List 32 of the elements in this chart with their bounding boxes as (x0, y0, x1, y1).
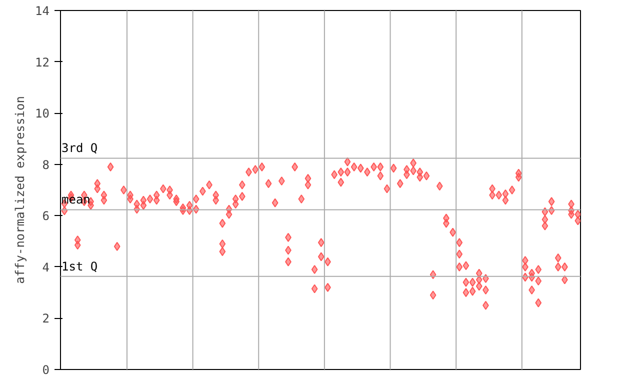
y-tick-label: 10 (35, 106, 50, 121)
point (318, 252, 324, 262)
point (338, 178, 344, 187)
point (311, 284, 318, 294)
ref-line-label: 3rd Q (62, 141, 98, 156)
point (542, 214, 548, 224)
y-axis-title: affy-normalized expression (13, 96, 28, 284)
point (344, 168, 351, 177)
point (554, 262, 562, 272)
point (515, 172, 522, 182)
point (430, 290, 436, 300)
point (462, 288, 470, 298)
y-tick-label: 12 (35, 55, 50, 70)
y-tick-label: 14 (35, 4, 50, 18)
point (469, 286, 476, 296)
point (456, 250, 463, 259)
point (377, 171, 384, 180)
point (535, 298, 542, 308)
y-tick-label: 0 (42, 363, 50, 377)
point (456, 262, 463, 272)
point (476, 282, 482, 291)
point (542, 221, 548, 230)
point (535, 276, 542, 286)
point (219, 218, 226, 228)
ref-line-label: 1st Q (62, 259, 98, 274)
y-tick-label: 4 (42, 260, 50, 274)
point (462, 278, 470, 287)
point (219, 247, 226, 256)
y-tick-label: 6 (42, 209, 50, 224)
point (173, 197, 180, 206)
y-tick-label: 2 (42, 312, 50, 326)
y-tick-label: 8 (42, 158, 50, 172)
